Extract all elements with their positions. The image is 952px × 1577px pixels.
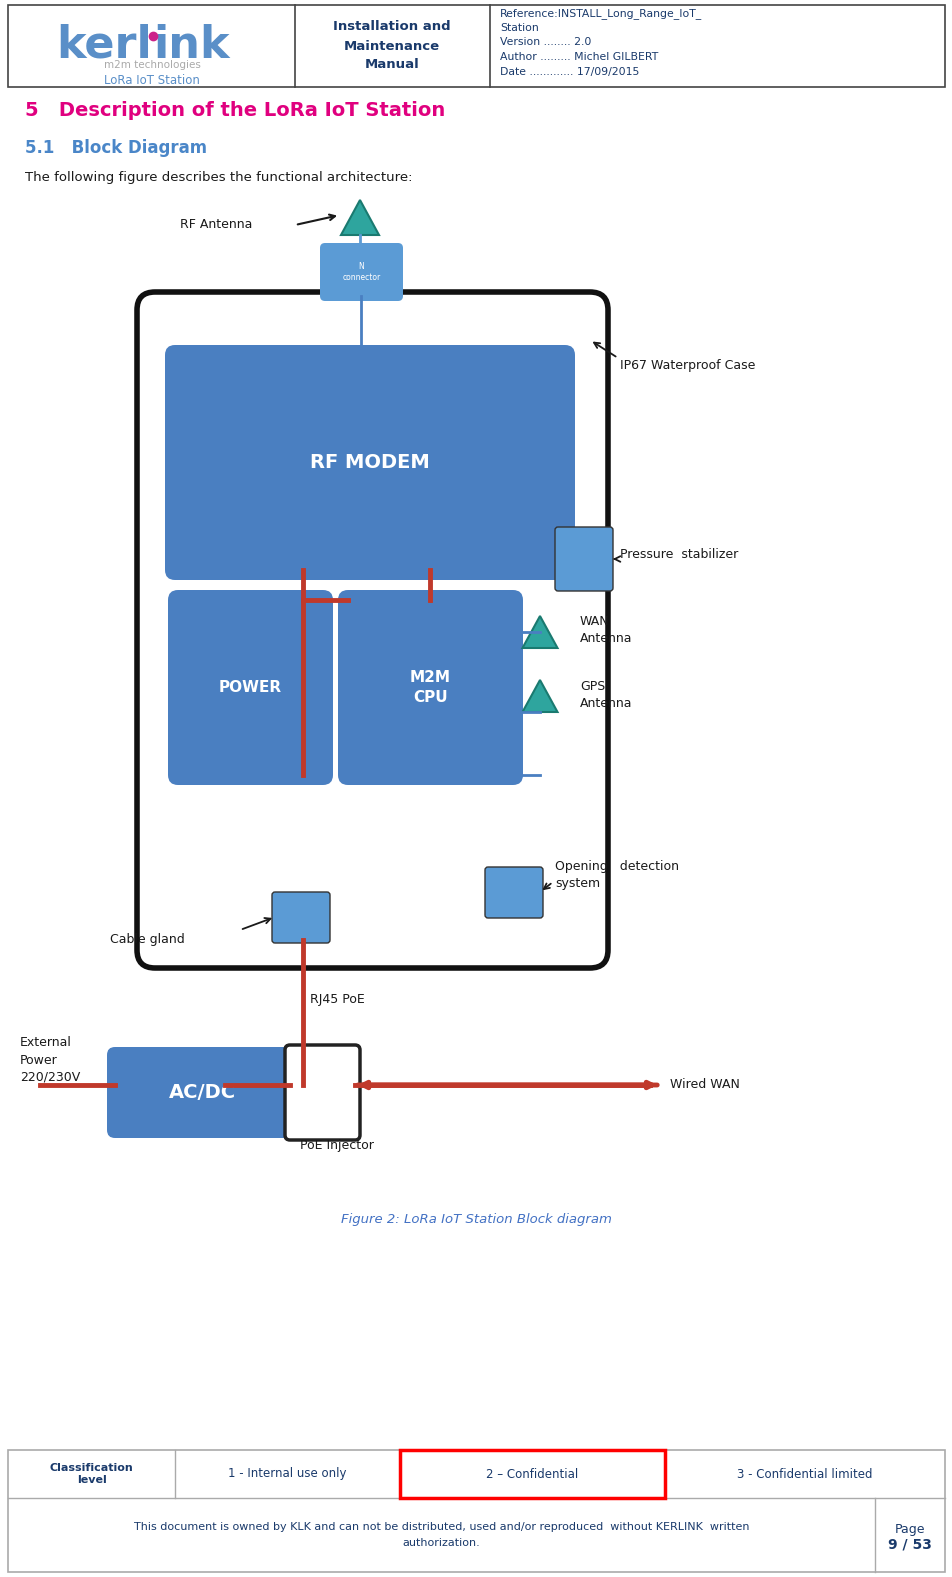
- FancyBboxPatch shape: [320, 243, 403, 301]
- Text: This document is owned by KLK and can not be distributed, used and/or reproduced: This document is owned by KLK and can no…: [133, 1522, 749, 1531]
- Text: POWER: POWER: [219, 680, 282, 695]
- Text: WAN
Antenna: WAN Antenna: [580, 615, 632, 645]
- Text: Reference:INSTALL_Long_Range_IoT_: Reference:INSTALL_Long_Range_IoT_: [500, 8, 703, 19]
- Text: Version ........ 2.0: Version ........ 2.0: [500, 36, 591, 47]
- Polygon shape: [523, 617, 558, 648]
- Text: 3 - Confidential limited: 3 - Confidential limited: [737, 1468, 873, 1481]
- Text: Pressure  stabilizer: Pressure stabilizer: [620, 549, 738, 561]
- Bar: [400, 1449, 665, 1498]
- FancyBboxPatch shape: [485, 867, 543, 918]
- Text: Station: Station: [500, 24, 539, 33]
- Text: AC/DC: AC/DC: [169, 1082, 235, 1101]
- Text: RF MODEM: RF MODEM: [310, 453, 430, 472]
- Bar: [8, 5, 945, 87]
- Text: The following figure describes the functional architecture:: The following figure describes the funct…: [25, 172, 412, 185]
- Text: 1 - Internal use only: 1 - Internal use only: [228, 1468, 347, 1481]
- Text: kerl: kerl: [56, 24, 152, 66]
- FancyBboxPatch shape: [165, 345, 575, 580]
- Text: LoRa IoT Station: LoRa IoT Station: [104, 74, 200, 87]
- Text: 5.1   Block Diagram: 5.1 Block Diagram: [25, 139, 208, 158]
- FancyBboxPatch shape: [338, 590, 523, 785]
- Text: RF Antenna: RF Antenna: [180, 219, 252, 232]
- FancyBboxPatch shape: [272, 893, 330, 943]
- Text: Wired WAN: Wired WAN: [670, 1079, 740, 1091]
- Text: PoE Injector: PoE Injector: [300, 1139, 374, 1151]
- Text: ink: ink: [153, 24, 229, 66]
- Text: 5   Description of the LoRa IoT Station: 5 Description of the LoRa IoT Station: [25, 101, 446, 120]
- Text: Installation and
Maintenance
Manual: Installation and Maintenance Manual: [333, 21, 451, 71]
- Text: m2m technologies: m2m technologies: [104, 60, 201, 69]
- Text: authorization.: authorization.: [403, 1538, 481, 1549]
- Text: Classification
level: Classification level: [50, 1463, 133, 1486]
- Text: N
connector: N connector: [343, 262, 381, 282]
- Text: GPS
Antenna: GPS Antenna: [580, 680, 632, 710]
- Text: Date ............. 17/09/2015: Date ............. 17/09/2015: [500, 66, 640, 77]
- FancyBboxPatch shape: [107, 1047, 298, 1139]
- Text: External
Power
220/230V: External Power 220/230V: [20, 1036, 80, 1083]
- FancyBboxPatch shape: [285, 1046, 360, 1140]
- Text: 9 / 53: 9 / 53: [888, 1538, 932, 1552]
- Bar: [8, 1449, 945, 1572]
- Text: Opening   detection
system: Opening detection system: [555, 859, 679, 889]
- Polygon shape: [523, 680, 558, 711]
- Text: M2M
CPU: M2M CPU: [410, 670, 451, 705]
- Text: RJ45 PoE: RJ45 PoE: [310, 994, 365, 1006]
- Text: Author ......... Michel GILBERT: Author ......... Michel GILBERT: [500, 52, 658, 62]
- FancyBboxPatch shape: [555, 527, 613, 591]
- Text: Page: Page: [895, 1523, 925, 1536]
- Text: 2 – Confidential: 2 – Confidential: [486, 1468, 579, 1481]
- FancyBboxPatch shape: [168, 590, 333, 785]
- Text: IP67 Waterproof Case: IP67 Waterproof Case: [620, 358, 755, 372]
- FancyBboxPatch shape: [137, 292, 608, 968]
- Polygon shape: [341, 200, 379, 235]
- Text: Figure 2: LoRa IoT Station Block diagram: Figure 2: LoRa IoT Station Block diagram: [341, 1213, 611, 1227]
- Text: Cable gland: Cable gland: [110, 934, 185, 946]
